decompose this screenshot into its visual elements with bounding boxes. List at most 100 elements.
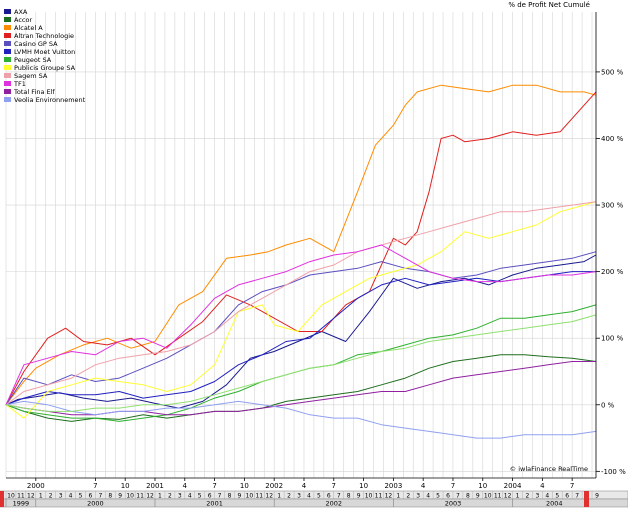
y-tick-label: 100 % <box>601 335 624 343</box>
month-label: 12 <box>504 493 512 500</box>
month-label: 11 <box>17 493 25 500</box>
month-label: 6 <box>565 493 569 500</box>
series-line <box>5 314 597 412</box>
month-label: 8 <box>347 493 351 500</box>
legend-swatch <box>4 33 11 38</box>
month-label: 7 <box>337 493 341 500</box>
y-tick-label: 500 % <box>601 68 624 76</box>
legend-label: Casino GP SA <box>14 40 58 48</box>
series-line <box>5 251 597 406</box>
series-line <box>5 201 597 406</box>
legend-label: Alcatel A <box>14 24 43 32</box>
legend-swatch <box>4 25 11 30</box>
month-label: 1 <box>277 493 281 500</box>
x-tick-label: 4 <box>302 482 307 490</box>
month-label: 2 <box>526 493 530 500</box>
month-label: 6 <box>89 493 93 500</box>
x-tick-label: 7 <box>212 482 216 490</box>
month-label: 11 <box>494 493 502 500</box>
legend-swatch <box>4 73 11 78</box>
month-label: 10 <box>126 493 134 500</box>
series-line <box>5 244 597 406</box>
year-label: 2001 <box>206 500 223 508</box>
month-label: 4 <box>69 493 73 500</box>
legend-label: Publicis Groupe SA <box>14 64 76 72</box>
month-label: 9 <box>118 493 122 500</box>
month-label: 8 <box>228 493 232 500</box>
x-tick-label: 10 <box>240 482 249 490</box>
year-label: 2002 <box>326 500 343 508</box>
year-label: 2003 <box>445 500 462 508</box>
month-label: 3 <box>178 493 182 500</box>
x-tick-label: 2000 <box>27 482 45 490</box>
x-tick-label: 2001 <box>146 482 164 490</box>
series-line <box>5 84 597 406</box>
series-line <box>5 271 596 406</box>
month-label: 6 <box>208 493 212 500</box>
month-label: 4 <box>545 493 549 500</box>
month-label: 9 <box>238 493 242 500</box>
legend-swatch <box>4 65 11 70</box>
series-line <box>5 254 597 409</box>
y-tick-label: 0 % <box>601 401 615 409</box>
month-label: 4 <box>307 493 311 500</box>
legend-label: LVMH Moet Vuitton <box>14 48 75 56</box>
legend-label: Total Fina Elf <box>13 88 55 96</box>
month-label: 4 <box>188 493 192 500</box>
y-tick-label: 400 % <box>601 135 624 143</box>
month-label: 1 <box>396 493 400 500</box>
y-tick-label: -100 % <box>601 468 626 476</box>
month-label: 7 <box>218 493 222 500</box>
month-label: 12 <box>265 493 273 500</box>
month-label: 1 <box>516 493 520 500</box>
month-label: 5 <box>317 493 321 500</box>
year-label: 2000 <box>87 500 104 508</box>
year-label: 2004 <box>546 500 563 508</box>
x-tick-label: 7 <box>332 482 336 490</box>
month-label: 8 <box>466 493 470 500</box>
x-tick-label: 10 <box>478 482 487 490</box>
month-label: 3 <box>297 493 301 500</box>
month-label: 10 <box>365 493 373 500</box>
x-tick-label: 2004 <box>504 482 522 490</box>
legend-swatch <box>4 57 11 62</box>
y-axis: -100 % 0 % 100 % 200 % 300 % 400 % 500 % <box>595 12 626 478</box>
y-tick-label: 200 % <box>601 268 624 276</box>
month-label: 8 <box>108 493 112 500</box>
legend-label: Altran Technologie <box>14 32 74 40</box>
month-label: 12 <box>385 493 393 500</box>
month-label: 10 <box>484 493 492 500</box>
x-tick-label: 10 <box>359 482 368 490</box>
month-label: 9 <box>476 493 480 500</box>
y-tick-label: 300 % <box>601 202 624 210</box>
legend-label: AXA <box>14 8 28 16</box>
month-label: 1 <box>158 493 162 500</box>
series-line <box>5 201 597 419</box>
month-label: 5 <box>79 493 83 500</box>
month-label: 7 <box>98 493 102 500</box>
range-end-marker <box>584 491 589 507</box>
month-label: 11 <box>255 493 263 500</box>
month-label: 3 <box>416 493 420 500</box>
legend-label: Accor <box>14 16 32 24</box>
month-label: 3 <box>59 493 63 500</box>
legend-swatch <box>4 97 11 102</box>
month-label: 9 <box>595 493 599 500</box>
month-label: 1 <box>39 493 43 500</box>
month-label: 11 <box>136 493 144 500</box>
legend-swatch <box>4 81 11 86</box>
x-tick-label: 10 <box>121 482 130 490</box>
month-label: 3 <box>535 493 539 500</box>
x-tick-label: 4 <box>183 482 188 490</box>
month-label: 2 <box>49 493 53 500</box>
year-band <box>0 498 628 508</box>
legend-swatch <box>4 17 11 22</box>
month-label: 2 <box>287 493 291 500</box>
x-tick-label: 2002 <box>265 482 283 490</box>
range-start-marker <box>0 491 4 507</box>
month-label: 7 <box>456 493 460 500</box>
month-label: 9 <box>357 493 361 500</box>
month-label: 12 <box>146 493 154 500</box>
month-label: 11 <box>375 493 383 500</box>
